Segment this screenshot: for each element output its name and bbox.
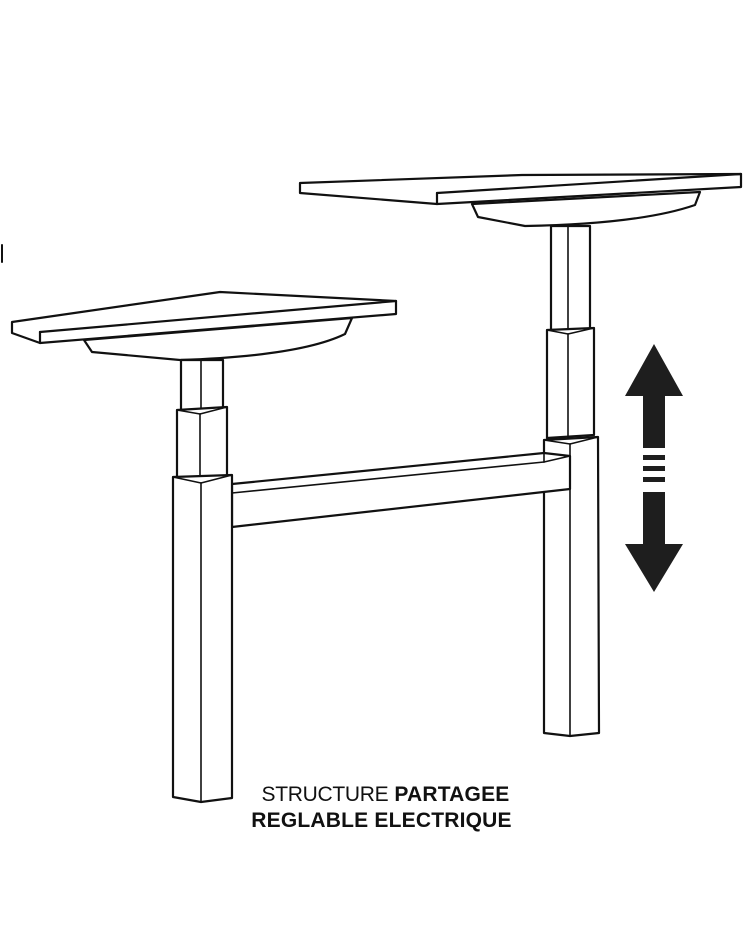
height-adjust-arrow-icon bbox=[625, 344, 683, 592]
right-leg bbox=[298, 172, 743, 738]
right-inner-column bbox=[549, 224, 592, 332]
caption-line-2: REGLABLE ELECTRIQUE bbox=[0, 808, 751, 834]
caption-reglable-electrique-text: REGLABLE ELECTRIQUE bbox=[251, 809, 512, 832]
caption-line-1: STRUCTURE PARTAGEE bbox=[0, 782, 751, 808]
right-outer-column bbox=[542, 435, 601, 738]
right-top-plate bbox=[470, 190, 702, 228]
caption-partagee-text: PARTAGEE bbox=[394, 783, 510, 806]
left-inner-column bbox=[179, 358, 225, 412]
right-middle-column bbox=[545, 326, 596, 440]
caption-structure-text: STRUCTURE bbox=[261, 783, 389, 806]
cross-beam bbox=[230, 451, 572, 529]
left-leg bbox=[10, 290, 398, 804]
left-outer-column bbox=[171, 473, 234, 804]
left-middle-column bbox=[175, 405, 229, 480]
